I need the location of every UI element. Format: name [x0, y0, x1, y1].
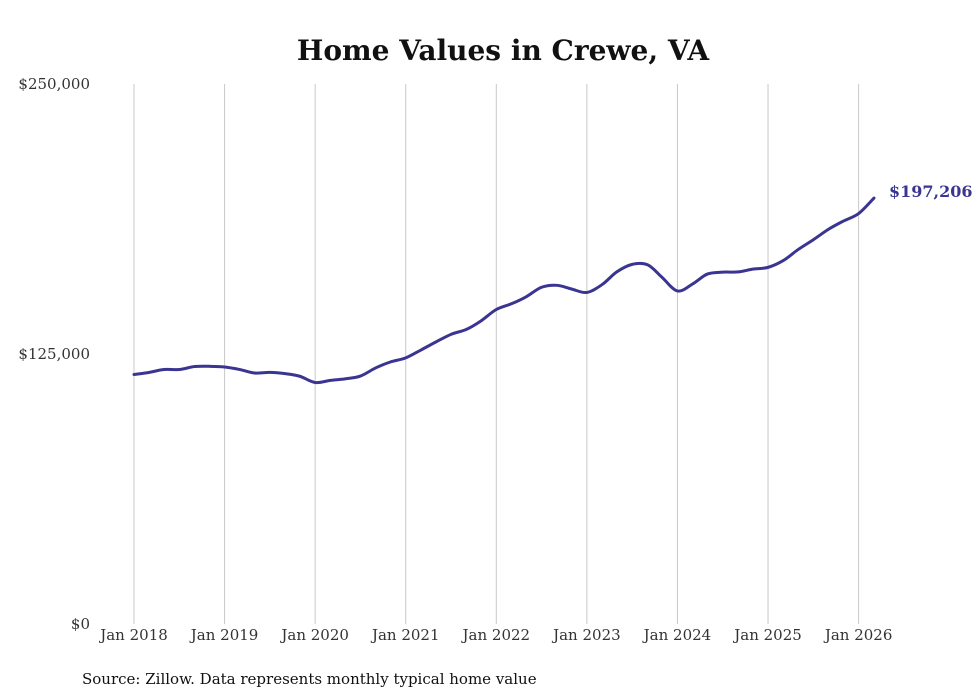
data-point [842, 219, 845, 223]
data-point [284, 372, 287, 375]
data-point [827, 227, 830, 231]
data-point [268, 371, 272, 374]
data-point [178, 368, 181, 371]
data-point [630, 263, 634, 266]
data-point [207, 365, 211, 368]
y-tick-label: $125,000 [18, 345, 90, 363]
series-layer [132, 196, 876, 385]
source-note: Source: Zillow. Data represents monthly … [82, 670, 537, 688]
data-point [812, 238, 815, 241]
x-tick-label: Jan 2019 [189, 626, 259, 644]
data-point [132, 373, 136, 376]
data-point [857, 212, 860, 215]
data-point [238, 368, 242, 371]
y-tick-label: $250,000 [18, 75, 90, 93]
data-point [721, 270, 724, 274]
x-tick-label: Jan 2026 [823, 626, 893, 644]
x-axis-ticks: Jan 2018 Jan 2019 Jan 2020 Jan 2021 Jan 2022… [98, 626, 892, 644]
x-tick-label: Jan 2020 [279, 626, 349, 644]
x-tick-label: Jan 2018 [98, 626, 168, 644]
data-point [193, 365, 196, 368]
data-point [766, 266, 770, 269]
data-point [253, 371, 256, 375]
x-tick-label: Jan 2021 [370, 626, 440, 644]
data-point [751, 267, 754, 271]
x-tick-label: Jan 2024 [642, 626, 712, 644]
data-point [434, 340, 437, 344]
data-point [343, 377, 347, 381]
data-point [298, 375, 301, 378]
data-point [524, 295, 528, 298]
data-point [510, 302, 513, 305]
data-point [601, 283, 604, 286]
data-point [465, 328, 468, 331]
data-point [676, 289, 679, 293]
chart-title: Home Values in Crewe, VA [297, 34, 710, 67]
x-tick-label: Jan 2022 [461, 626, 531, 644]
data-point [495, 308, 498, 311]
x-tick-label: Jan 2023 [551, 626, 621, 644]
y-tick-label: $0 [71, 615, 90, 633]
data-point [615, 270, 618, 274]
data-point [691, 282, 695, 285]
x-tick-label: Jan 2025 [732, 626, 802, 644]
series-line [132, 196, 876, 385]
data-point [419, 348, 423, 352]
data-point [374, 366, 378, 370]
data-point [646, 263, 649, 266]
data-point [404, 356, 407, 360]
data-point [660, 276, 664, 279]
data-point [223, 365, 226, 369]
gridlines [133, 84, 860, 624]
data-point [359, 374, 362, 378]
data-point [162, 368, 166, 371]
data-point [389, 360, 392, 364]
data-point [329, 379, 332, 382]
data-point [449, 333, 453, 336]
data-point [540, 286, 543, 289]
data-point [796, 248, 800, 251]
last-value-label: $197,206 [889, 182, 973, 201]
data-point [585, 291, 589, 294]
data-point [570, 287, 573, 291]
data-point [736, 270, 740, 274]
data-point [555, 284, 559, 287]
data-point [706, 272, 709, 276]
data-point [782, 259, 785, 262]
data-point [872, 196, 876, 200]
data-point [479, 319, 483, 323]
y-axis-ticks: $0 $125,000 $250,000 [18, 75, 90, 633]
data-point [148, 371, 151, 374]
data-point [313, 381, 317, 384]
